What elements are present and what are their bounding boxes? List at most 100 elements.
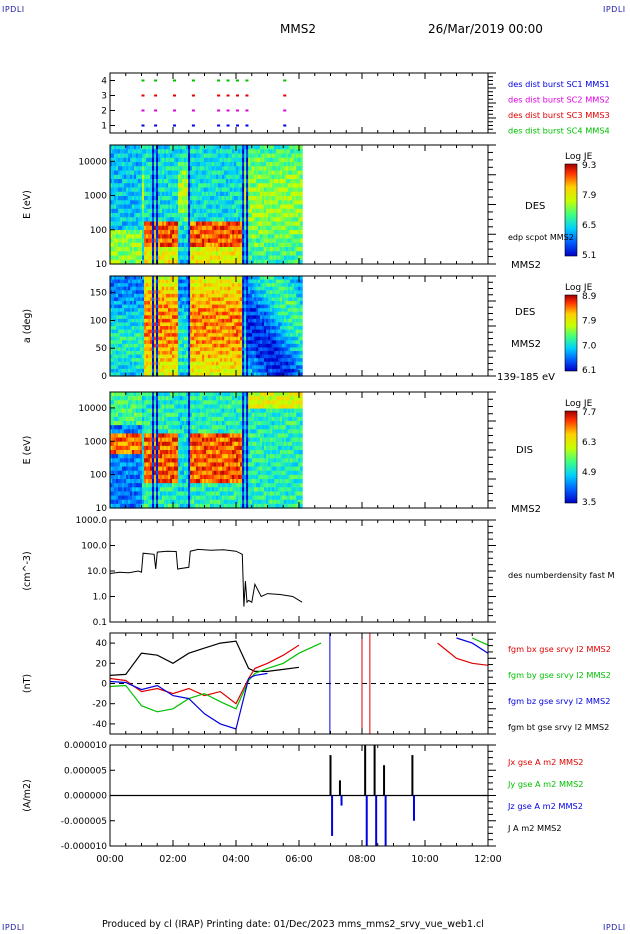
heatmap-cell <box>184 347 187 352</box>
heatmap-cell <box>250 238 253 244</box>
heatmap-cell <box>254 315 257 320</box>
heatmap-cell <box>246 179 249 184</box>
heatmap-cell <box>176 297 179 302</box>
heatmap-cell <box>176 183 179 189</box>
heatmap-cell <box>250 213 253 218</box>
heatmap-cell <box>212 221 215 227</box>
heatmap-cell <box>174 238 177 244</box>
heatmap-cell <box>138 315 141 320</box>
heatmap-cell <box>158 372 161 377</box>
heatmap-cell <box>216 259 219 265</box>
heatmap-cell <box>294 196 297 201</box>
heatmap-cell <box>232 354 235 359</box>
heatmap-cell <box>192 318 195 324</box>
heatmap-cell <box>230 208 233 214</box>
heatmap-cell <box>190 166 193 172</box>
heatmap-cell <box>114 170 117 176</box>
heatmap-cell <box>126 174 129 180</box>
heatmap-cell <box>210 162 213 167</box>
heatmap-cell <box>218 276 221 281</box>
heatmap-cell <box>258 242 261 248</box>
heatmap-cell <box>252 358 255 363</box>
heatmap-cell <box>300 200 303 206</box>
heatmap-cell <box>190 162 193 167</box>
heatmap-cell <box>204 230 207 235</box>
heatmap-cell <box>218 170 221 176</box>
heatmap-cell <box>238 308 241 313</box>
heatmap-cell <box>244 329 247 334</box>
heatmap-cell <box>144 340 147 345</box>
heatmap-cell <box>120 293 123 299</box>
heatmap-cell <box>252 204 255 210</box>
heatmap-cell <box>264 283 267 288</box>
heatmap-cell <box>116 358 119 363</box>
heatmap-cell <box>136 204 139 210</box>
heatmap-cell <box>292 213 295 218</box>
heatmap-cell <box>238 365 241 370</box>
heatmap-cell <box>166 179 169 184</box>
heatmap-cell <box>258 322 261 327</box>
heatmap-cell <box>148 217 151 223</box>
heatmap-cell <box>160 196 163 201</box>
heatmap-cell <box>160 283 163 288</box>
heatmap-cell <box>214 308 217 313</box>
heatmap-cell <box>212 251 215 257</box>
heatmap-cell <box>144 358 147 363</box>
heatmap-cell <box>124 208 127 214</box>
heatmap-cell <box>270 208 273 214</box>
heatmap-cell <box>224 351 227 356</box>
heatmap-cell <box>162 293 165 299</box>
heatmap-cell <box>158 358 161 363</box>
heatmap-cell <box>132 336 135 341</box>
heatmap-cell <box>220 301 223 306</box>
heatmap-cell <box>210 301 213 306</box>
heatmap-cell <box>284 170 287 176</box>
heatmap-cell <box>234 290 237 295</box>
heatmap-cell <box>242 251 245 257</box>
heatmap-cell <box>270 238 273 244</box>
heatmap-cell <box>122 340 125 345</box>
heatmap-cell <box>166 329 169 334</box>
heatmap-cell <box>136 217 139 223</box>
heatmap-cell <box>120 191 123 197</box>
heatmap-cell <box>246 304 249 309</box>
heatmap-cell <box>204 315 207 320</box>
heatmap-cell <box>236 340 239 345</box>
heatmap-cell <box>122 183 125 189</box>
heatmap-cell <box>194 162 197 167</box>
heatmap-cell <box>130 153 133 159</box>
heatmap-cell <box>244 351 247 356</box>
heatmap-cell <box>110 145 113 150</box>
heatmap-cell <box>112 297 115 302</box>
heatmap-cell <box>114 301 117 306</box>
heatmap-cell <box>226 157 229 163</box>
heatmap-cell <box>180 174 183 180</box>
heatmap-cell <box>172 351 175 356</box>
heatmap-cell <box>270 242 273 248</box>
heatmap-cell <box>128 196 131 201</box>
heatmap-cell <box>202 283 205 288</box>
heatmap-cell <box>226 183 229 189</box>
heatmap-cell <box>224 255 227 261</box>
heatmap-cell <box>222 293 225 299</box>
heatmap-cell <box>208 200 211 206</box>
heatmap-cell <box>256 208 259 214</box>
heatmap-cell <box>188 336 191 341</box>
heatmap-cell <box>190 174 193 180</box>
heatmap-cell <box>242 230 245 235</box>
heatmap-cell <box>294 204 297 210</box>
heatmap-cell <box>198 200 201 206</box>
heatmap-cell <box>122 333 125 338</box>
heatmap-cell <box>176 336 179 341</box>
heatmap-cell <box>284 179 287 184</box>
heatmap-cell <box>272 293 275 299</box>
heatmap-cell <box>190 208 193 214</box>
heatmap-cell <box>200 230 203 235</box>
heatmap-cell <box>178 276 181 281</box>
heatmap-cell <box>186 174 189 180</box>
heatmap-cell <box>268 351 271 356</box>
heatmap-cell <box>220 221 223 227</box>
heatmap-cell <box>158 230 161 235</box>
heatmap-cell <box>264 318 267 324</box>
heatmap-cell <box>240 333 243 338</box>
